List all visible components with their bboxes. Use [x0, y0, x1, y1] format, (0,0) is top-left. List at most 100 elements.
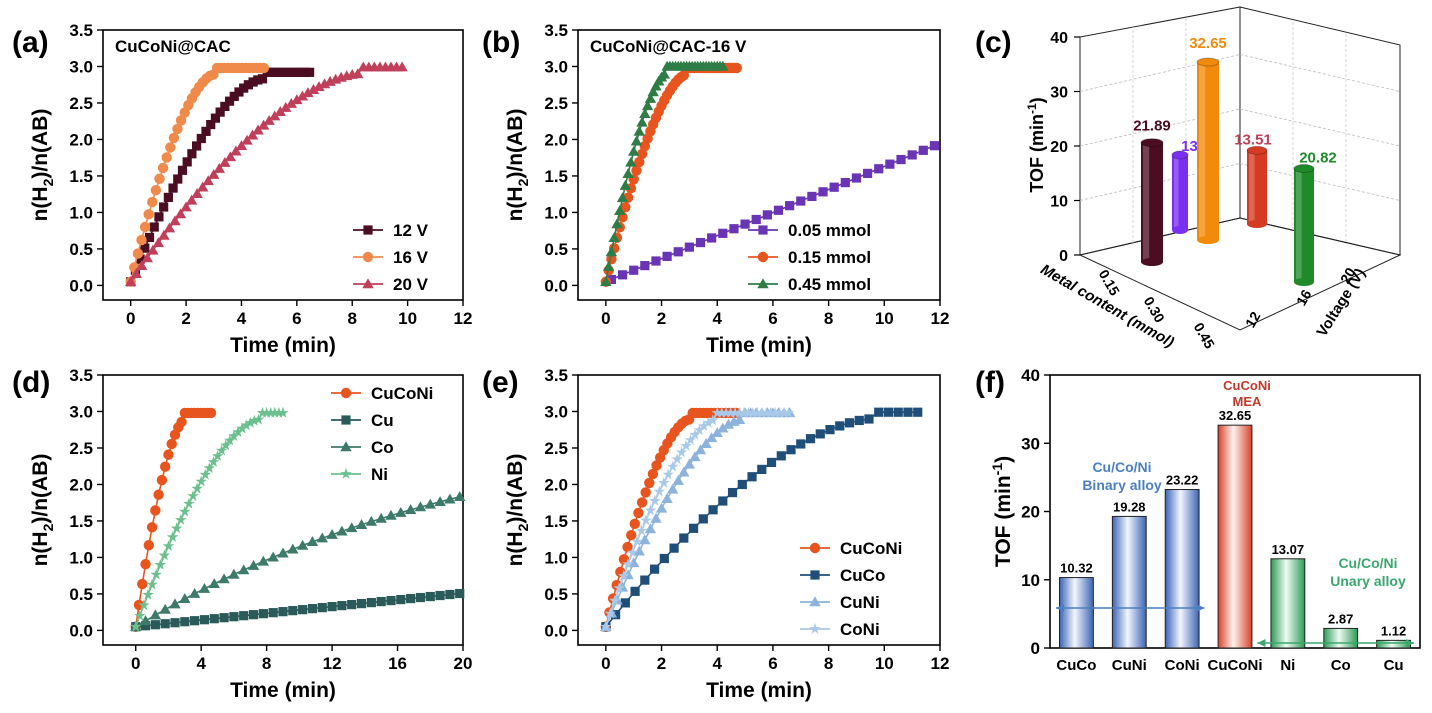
- y-tick-label: 2.5: [544, 439, 568, 458]
- data-point: [263, 114, 275, 125]
- data-point: [669, 543, 679, 553]
- y-axis-label-part: TOF (min: [992, 475, 1015, 567]
- data-point: [176, 416, 187, 428]
- data-point: [658, 68, 671, 79]
- annotation-mea: CuCoNi: [1223, 378, 1271, 393]
- y-tick-label: 1.0: [544, 203, 568, 222]
- data-point: [198, 583, 211, 593]
- unary-range-arrow-head: [1257, 639, 1266, 647]
- data-point: [773, 406, 786, 418]
- data-point: [158, 549, 171, 561]
- data-point: [751, 406, 763, 418]
- data-point: [235, 140, 248, 150]
- data-point: [195, 475, 207, 487]
- data-point: [756, 406, 768, 418]
- bar-body: [1172, 155, 1188, 230]
- y-axis-label-part: )/n(AB): [29, 454, 52, 524]
- data-point: [138, 599, 150, 611]
- data-point: [298, 605, 308, 615]
- data-point: [280, 101, 292, 112]
- x-tick-label: Co: [1331, 657, 1351, 674]
- annotation-binary: Cu/Co/Ni: [1092, 459, 1151, 475]
- legend-entry: Cu: [371, 411, 394, 430]
- data-point: [139, 221, 151, 233]
- z-tick-label: 20: [1050, 139, 1068, 156]
- data-point: [702, 416, 714, 428]
- data-point: [134, 609, 146, 621]
- bar3d: 32.65: [1189, 35, 1227, 244]
- data-point: [805, 434, 816, 444]
- y-axis-label-part: n(H: [29, 186, 52, 221]
- data-point: [307, 604, 318, 614]
- data-point: [196, 133, 206, 144]
- data-point: [689, 428, 701, 440]
- data-point: [717, 60, 729, 71]
- series-20-v: [124, 61, 408, 286]
- data-point: [158, 229, 170, 240]
- x-tick-label: 12: [454, 309, 473, 328]
- series-cu: [131, 588, 465, 632]
- data-point: [347, 600, 357, 610]
- legend-marker: [810, 570, 820, 580]
- data-point: [224, 151, 237, 162]
- data-point: [140, 243, 150, 253]
- data-point: [717, 422, 729, 433]
- data-point: [851, 173, 862, 183]
- y-axis-label: n(H2)/n(AB): [29, 109, 56, 222]
- data-point: [885, 159, 895, 169]
- unary-range-arrow-head: [1406, 639, 1414, 647]
- panel-b: (b) 0 2 4 6 8 10 12 0.0 0.5 1.0 1.5 2.0 2.5 3.0 3.5 Time…: [482, 21, 949, 357]
- data-point: [220, 439, 232, 451]
- data-point: [874, 164, 884, 174]
- y-tick-label: 0.5: [69, 585, 93, 604]
- data-point: [649, 494, 661, 506]
- data-point: [154, 558, 166, 570]
- data-point: [337, 601, 347, 611]
- data-point: [630, 135, 643, 146]
- data-point: [608, 232, 620, 243]
- data-point: [609, 594, 621, 606]
- y-axis-label-subscript: 2: [40, 523, 56, 531]
- data-point: [187, 490, 199, 501]
- data-point: [680, 440, 692, 451]
- data-point: [673, 247, 683, 257]
- data-point: [234, 87, 244, 97]
- data-point: [327, 602, 337, 612]
- data-point: [396, 61, 408, 72]
- data-point: [177, 165, 188, 175]
- data-point: [760, 406, 772, 418]
- y-axis-label-part: ): [992, 456, 1015, 463]
- data-point: [640, 487, 651, 498]
- y-axis-label-subscript: 2: [515, 523, 531, 531]
- data-point: [215, 444, 228, 456]
- data-point: [707, 414, 719, 426]
- data-point: [636, 116, 648, 127]
- data-point: [236, 422, 248, 434]
- data-point: [307, 84, 320, 94]
- data-point: [159, 603, 171, 614]
- data-point: [124, 276, 137, 286]
- data-point: [152, 237, 165, 248]
- panel-label: (d): [12, 366, 50, 399]
- data-point: [253, 75, 263, 85]
- bar-bottom: [1294, 278, 1314, 286]
- panel-e: (e) 0 2 4 6 8 10 12 0.0 0.5 1.0 1.5 2.0 2.5 3.0 3.5 Time…: [482, 366, 949, 702]
- data-point: [414, 501, 427, 512]
- x-tick-label: 2: [181, 309, 190, 328]
- data-point: [626, 546, 639, 558]
- x-tick-label: CuNi: [1112, 657, 1147, 674]
- legend: 0.05 mmol 0.15 mmol 0.45 mmol: [748, 221, 871, 294]
- legend-entry: 16 V: [393, 248, 429, 267]
- data-point: [156, 474, 168, 486]
- panel-label: (f): [975, 366, 1005, 399]
- data-point: [161, 152, 172, 163]
- legend-entry: 0.05 mmol: [788, 221, 871, 240]
- data-point: [175, 514, 187, 525]
- data-point: [179, 505, 191, 517]
- data-point: [199, 615, 210, 625]
- legend-entry: CuCoNi: [371, 384, 433, 403]
- y-axis-label-subscript: 2: [40, 178, 56, 186]
- bar-bottom: [1197, 236, 1219, 244]
- data-point: [918, 145, 928, 155]
- y-tick-label: 3.0: [69, 57, 93, 76]
